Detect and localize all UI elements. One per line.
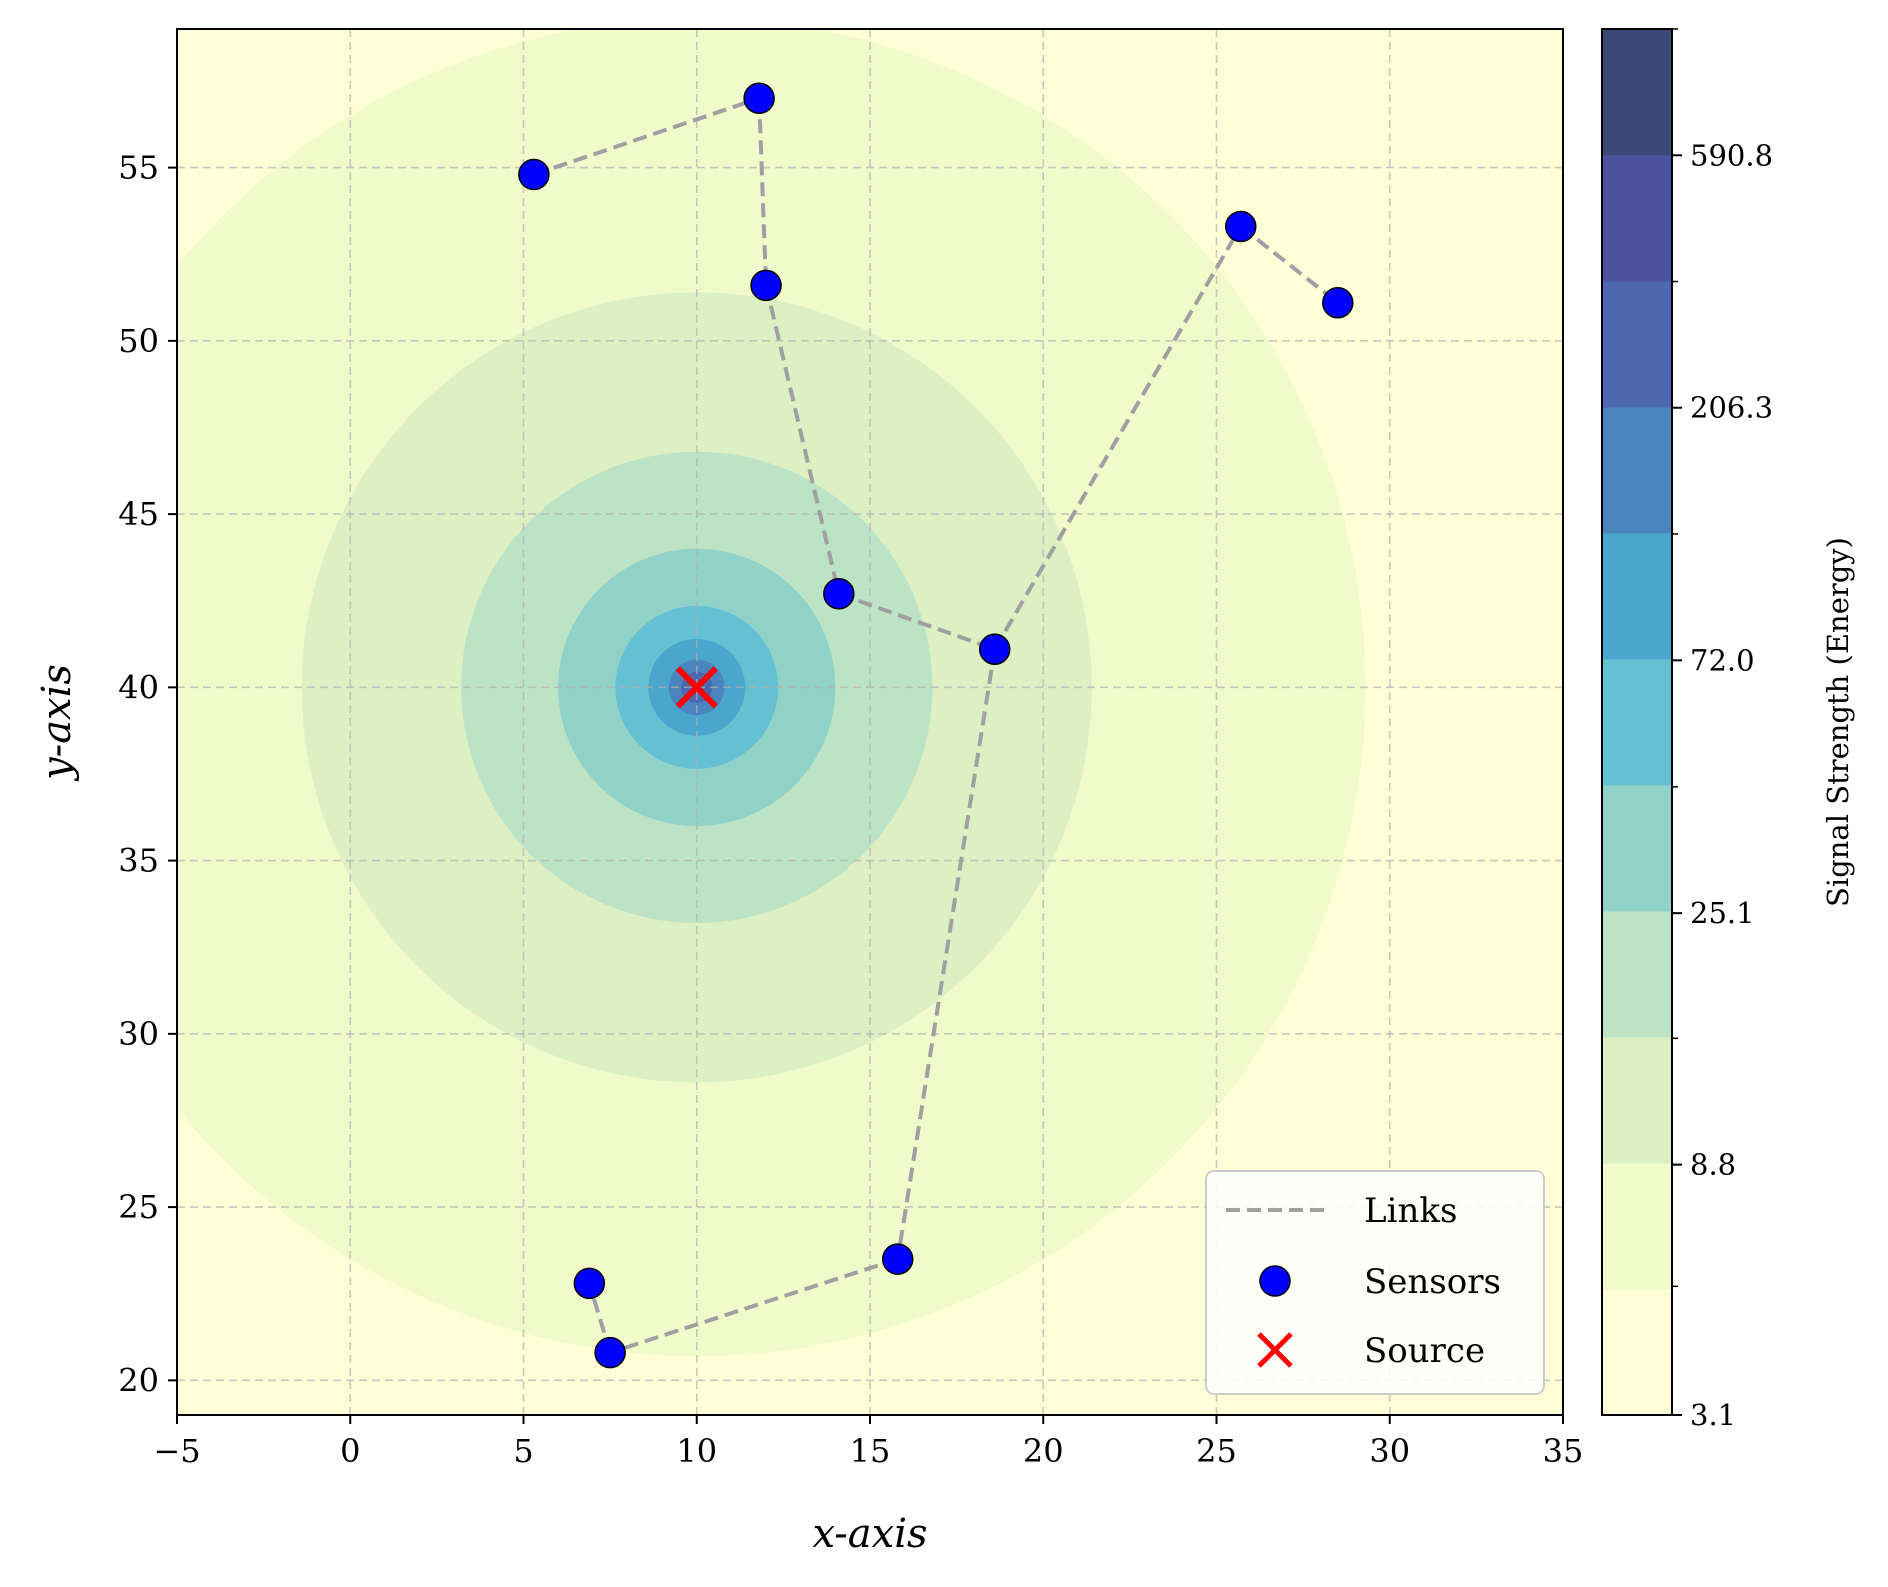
sensor-point xyxy=(881,1243,914,1275)
source-marker xyxy=(675,666,718,709)
x-tick-label: −5 xyxy=(153,1432,200,1470)
y-tick-label: 25 xyxy=(118,1188,159,1226)
x-tick-label: 20 xyxy=(1023,1432,1064,1470)
y-tick-label: 35 xyxy=(118,842,159,880)
colorbar-band-8 xyxy=(1602,281,1672,408)
colorbar-band-1 xyxy=(1602,1163,1672,1290)
x-tick-label: 25 xyxy=(1196,1432,1237,1470)
y-tick-label: 50 xyxy=(118,322,159,360)
sensor-point xyxy=(750,269,782,302)
colorbar-frame xyxy=(1601,28,1673,1416)
sensor-point xyxy=(743,82,775,115)
legend-source-swatch xyxy=(1257,1332,1293,1368)
y-tick-label: 40 xyxy=(118,668,159,706)
colorbar-band-7 xyxy=(1602,407,1672,534)
x-tick-label: 5 xyxy=(513,1432,533,1470)
x-tick-label: 0 xyxy=(340,1432,360,1470)
x-tick-label: 30 xyxy=(1369,1432,1410,1470)
colorbar-band-10 xyxy=(1602,29,1672,156)
x-tick-label: 10 xyxy=(676,1432,717,1470)
sensor-point xyxy=(594,1336,626,1369)
colorbar-band-6 xyxy=(1602,533,1672,660)
x-axis-title: x-axis xyxy=(812,1511,927,1557)
y-axis-ticks: 20 25 30 35 40 45 50 55 xyxy=(118,149,177,1399)
colorbar-tick-label: 25.1 xyxy=(1690,896,1755,930)
legend-sensors-swatch xyxy=(1259,1265,1291,1297)
sensor-point xyxy=(1322,286,1354,319)
colorbar-band-4 xyxy=(1602,785,1672,912)
colorbar-tick-label: 8.8 xyxy=(1690,1148,1736,1182)
legend-box xyxy=(1205,1170,1545,1395)
sensor-markers xyxy=(518,82,1354,1369)
sensor-links xyxy=(533,96,1340,1355)
colorbar-band-9 xyxy=(1602,155,1672,282)
legend-source-label: Source xyxy=(1364,1331,1485,1371)
sensor-point xyxy=(573,1267,606,1300)
link-line xyxy=(838,591,996,652)
link-line xyxy=(609,1257,899,1355)
colorbar-band-3 xyxy=(1602,911,1672,1038)
colorbar-tick-label: 72.0 xyxy=(1690,643,1755,677)
sensor-point xyxy=(518,158,550,191)
colorbar-band-2 xyxy=(1602,1037,1672,1164)
y-tick-label: 30 xyxy=(118,1015,159,1053)
x-axis-ticks: −5 0 5 10 15 20 25 30 35 xyxy=(153,1415,1583,1470)
x-tick-label: 35 xyxy=(1543,1432,1584,1470)
colorbar-title: Signal Strength (Energy) xyxy=(1821,537,1855,907)
colorbar: 3.1 8.8 25.1 72.0 206.3 590.8 xyxy=(1601,28,1773,1432)
sensor-point xyxy=(1225,210,1257,243)
colorbar-band-5 xyxy=(1602,659,1672,786)
link-line xyxy=(764,284,841,595)
plot-area xyxy=(177,29,1563,1415)
colorbar-tick-label: 590.8 xyxy=(1690,138,1773,172)
x-tick-label: 15 xyxy=(850,1432,891,1470)
colorbar-band-0 xyxy=(1602,1289,1672,1416)
source-x-stroke xyxy=(675,666,718,709)
link-line xyxy=(533,96,760,177)
legend-links-label: Links xyxy=(1364,1191,1457,1231)
grid-lines xyxy=(177,29,1563,1415)
y-axis-title: y-axis xyxy=(34,664,80,782)
link-line xyxy=(757,98,769,286)
colorbar-tick-label: 3.1 xyxy=(1690,1398,1736,1432)
y-tick-label: 45 xyxy=(118,495,159,533)
y-tick-label: 20 xyxy=(118,1361,159,1399)
link-line xyxy=(993,225,1243,651)
legend: Links Sensors Source xyxy=(1205,1170,1545,1395)
sensor-point xyxy=(823,578,855,610)
legend-sensors-label: Sensors xyxy=(1364,1262,1501,1302)
colorbar-tick-label: 206.3 xyxy=(1690,391,1773,425)
y-tick-label: 55 xyxy=(118,149,159,187)
sensor-point xyxy=(978,633,1011,665)
link-line xyxy=(895,648,997,1260)
